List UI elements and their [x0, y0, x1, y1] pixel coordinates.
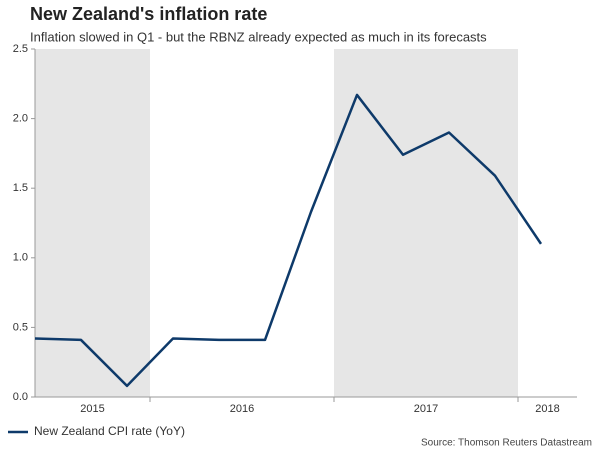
x-tick-label: 2018 [535, 403, 559, 415]
y-tick-label: 0.0 [13, 391, 28, 403]
year-band [35, 49, 150, 397]
x-tick-label: 2017 [414, 403, 438, 415]
legend-label: New Zealand CPI rate (YoY) [34, 424, 185, 438]
x-tick-label: 2015 [80, 403, 104, 415]
y-tick-label: 2.0 [13, 113, 28, 125]
x-tick-label: 2016 [230, 403, 254, 415]
y-tick-label: 0.5 [13, 321, 28, 333]
y-tick-label: 1.5 [13, 182, 28, 194]
y-tick-label: 2.5 [13, 43, 28, 55]
y-tick-label: 1.0 [13, 252, 28, 264]
series-line [34, 93, 543, 388]
chart-title: New Zealand's inflation rate [30, 4, 267, 24]
chart-subtitle: Inflation slowed in Q1 - but the RBNZ al… [30, 29, 487, 44]
year-band [334, 49, 518, 397]
source: Source: Thomson Reuters Datastream [421, 438, 592, 449]
